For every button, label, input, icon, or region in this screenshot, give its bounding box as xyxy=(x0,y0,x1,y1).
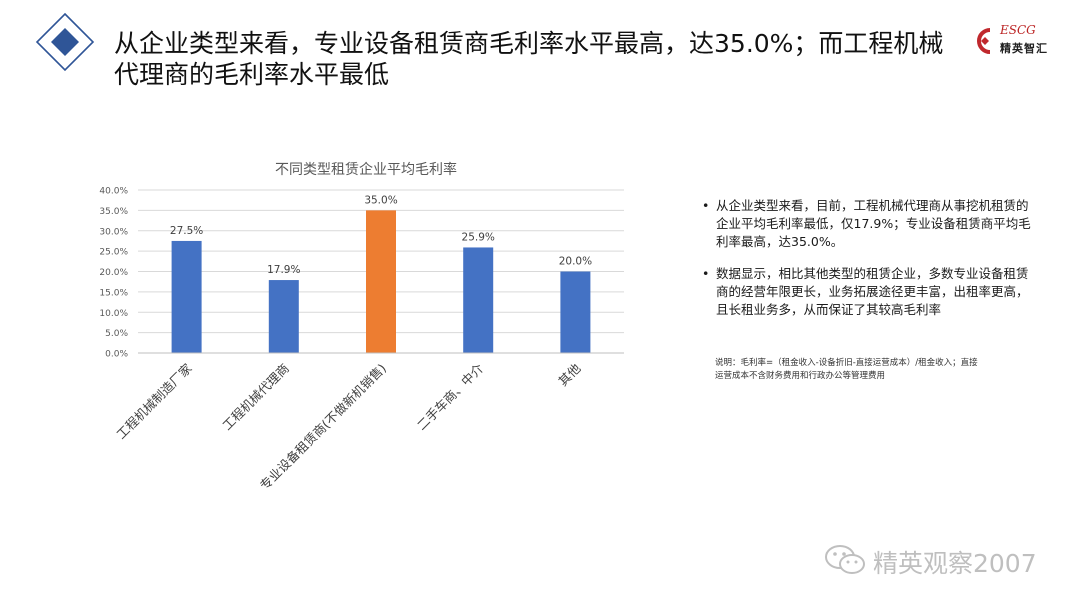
brand-logo: ESCG 精英智汇 xyxy=(972,22,1062,62)
bullet-item: • 数据显示，相比其他类型的租赁企业，多数专业设备租赁商的经营年限更长，业务拓展… xyxy=(702,265,1032,319)
y-tick-label: 0.0% xyxy=(105,350,128,360)
x-tick-label: 工程机械代理商 xyxy=(219,361,291,433)
page-title: 从企业类型来看，专业设备租赁商毛利率水平最高，达35.0%；而工程机械代理商的毛… xyxy=(114,29,944,89)
bar xyxy=(366,210,396,353)
wechat-icon xyxy=(825,545,865,574)
chart-title: 不同类型租赁企业平均毛利率 xyxy=(275,162,457,178)
y-tick-label: 5.0% xyxy=(105,329,128,339)
bar xyxy=(463,247,494,353)
data-label: 27.5% xyxy=(170,225,203,237)
chart-area: 不同类型租赁企业平均毛利率 0.0% 5.0% 10.0% 15.0% 20.0% 25.… xyxy=(96,150,636,490)
bar-chart: 0.0% 5.0% 10.0% 15.0% 20.0% 25.0% 30.0% 35.0% 40… xyxy=(99,187,624,490)
y-tick-label: 40.0% xyxy=(99,187,128,197)
y-tick-label: 20.0% xyxy=(99,268,128,278)
bullet-text: 从企业类型来看，目前，工程机械代理商从事挖机租赁的企业平均毛利率最低，仅17.9… xyxy=(716,198,1031,249)
data-label: 25.9% xyxy=(462,231,495,243)
data-label: 20.0% xyxy=(559,256,592,268)
y-tick-label: 15.0% xyxy=(99,288,128,298)
bullet-dot: • xyxy=(702,266,710,281)
bullet-item: • 从企业类型来看，目前，工程机械代理商从事挖机租赁的企业平均毛利率最低，仅17… xyxy=(702,197,1032,251)
bullet-list: • 从企业类型来看，目前，工程机械代理商从事挖机租赁的企业平均毛利率最低，仅17… xyxy=(702,197,1032,333)
data-label: 17.9% xyxy=(267,264,300,276)
y-tick-label: 30.0% xyxy=(99,227,128,237)
brand-mark-icon xyxy=(977,28,991,54)
logo-latin-text: ESCG xyxy=(1000,23,1036,37)
x-tick-label: 工程机械制造厂家 xyxy=(113,360,195,442)
x-tick-label: 二手车商、中介 xyxy=(414,360,487,433)
footnote: 说明：毛利率=（租金收入-设备折旧-直接运营成本）/租金收入；直接运营成本不含财… xyxy=(715,358,978,381)
data-label: 35.0% xyxy=(364,194,397,206)
y-tick-label: 10.0% xyxy=(99,309,128,319)
bar xyxy=(268,280,299,353)
logo-chinese-text: 精英智汇 xyxy=(1000,42,1048,55)
y-tick-label: 35.0% xyxy=(99,207,128,217)
bar xyxy=(171,240,202,353)
diamond-logo-icon xyxy=(35,12,95,72)
watermark-text: 精英观察2007 xyxy=(873,549,1037,578)
x-tick-label: 其他 xyxy=(555,360,584,389)
bullet-text: 数据显示，相比其他类型的租赁企业，多数专业设备租赁商的经营年限更长，业务拓展途径… xyxy=(716,266,1029,317)
y-tick-label: 25.0% xyxy=(99,248,128,258)
bullet-dot: • xyxy=(702,198,710,213)
bar xyxy=(560,271,591,353)
